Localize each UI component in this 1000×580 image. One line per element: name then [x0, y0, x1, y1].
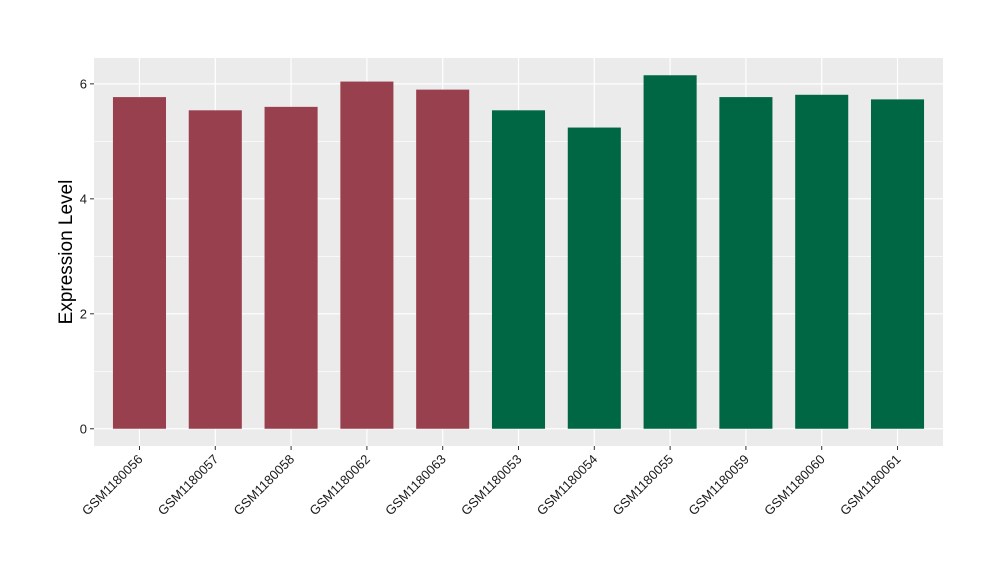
y-tick-label: 2 [80, 306, 87, 321]
bar [112, 97, 167, 429]
y-tick-label: 4 [80, 191, 87, 206]
y-axis-title: Expression Level [56, 180, 77, 325]
x-tick-label: GSM1180060 [761, 452, 828, 519]
x-tick-label: GSM1180061 [837, 452, 904, 519]
bar [719, 97, 773, 429]
x-tick-label: GSM1180062 [306, 452, 373, 519]
bar [340, 81, 394, 429]
x-axis: GSM1180056 GSM1180057 GSM1180058 GSM1180062… [79, 446, 904, 518]
y-tick-label: 0 [80, 421, 87, 436]
bar [567, 127, 621, 429]
x-tick-label: GSM1180057 [155, 452, 222, 519]
x-tick-label: GSM1180056 [79, 452, 146, 519]
bar [491, 110, 546, 429]
bar [870, 99, 925, 429]
x-tick-label: GSM1180053 [458, 452, 525, 519]
x-tick-label: GSM1180054 [534, 452, 601, 519]
y-tick-label: 6 [80, 76, 87, 91]
y-axis: 0 2 4 6 [80, 76, 94, 436]
bar [264, 106, 318, 429]
x-tick-label: GSM1180059 [685, 452, 752, 519]
bars [112, 75, 925, 429]
x-tick-label: GSM1180063 [382, 452, 449, 519]
bar [643, 75, 697, 429]
x-tick-label: GSM1180058 [231, 452, 298, 519]
x-tick-label: GSM1180055 [610, 452, 677, 519]
bar [188, 110, 242, 429]
bar [416, 89, 470, 429]
bar [795, 94, 849, 429]
